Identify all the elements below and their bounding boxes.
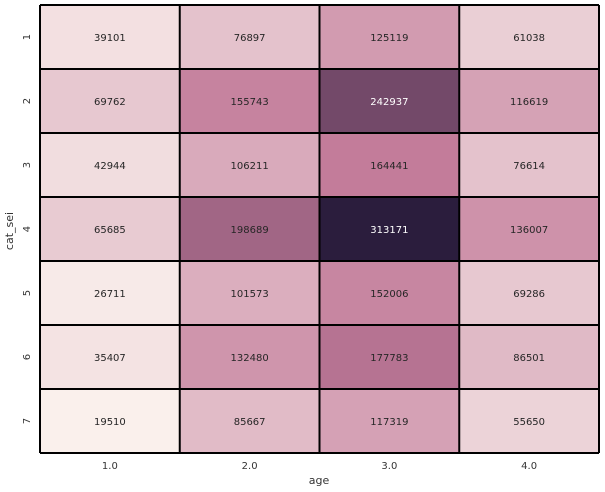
heatmap-cell	[179, 5, 320, 69]
cell-value-label: 117319	[370, 417, 408, 428]
y-tick-label: 1	[22, 34, 33, 40]
cell-value-label: 313171	[370, 225, 408, 236]
y-axis-ticks: 1 2 3 4 5 6 7	[22, 34, 33, 424]
y-tick-label: 2	[22, 98, 33, 104]
x-tick-label: 3.0	[381, 461, 397, 472]
cell-value-label: 125119	[370, 33, 408, 44]
cell-value-label: 177783	[370, 353, 408, 364]
y-tick-label: 5	[22, 290, 33, 296]
heatmap-cell	[459, 261, 599, 325]
heatmap-cell	[459, 197, 599, 261]
cell-value-label: 42944	[94, 161, 126, 172]
cell-value-label: 242937	[370, 97, 408, 108]
heatmap-cell	[40, 389, 180, 453]
cell-value-label: 39101	[94, 33, 126, 44]
heatmap-cell	[319, 69, 460, 133]
heatmap-cell	[319, 389, 460, 453]
x-tick-label: 2.0	[242, 461, 258, 472]
y-axis-label: cat_sei	[3, 212, 16, 250]
heatmap-cell	[40, 261, 180, 325]
cell-value-label: 19510	[94, 417, 126, 428]
heatmap-cell	[459, 325, 599, 389]
heatmap-cell	[179, 261, 320, 325]
cell-value-label: 136007	[510, 225, 548, 236]
cell-value-label: 76897	[234, 33, 266, 44]
cell-value-label: 69286	[513, 289, 545, 300]
heatmap-cell	[179, 197, 320, 261]
heatmap-cell	[40, 325, 180, 389]
heatmap-cell	[179, 325, 320, 389]
cell-value-label: 116619	[510, 97, 548, 108]
cell-value-label: 198689	[231, 225, 269, 236]
cell-value-label: 35407	[94, 353, 126, 364]
heatmap-cell	[179, 389, 320, 453]
heatmap-cell	[459, 389, 599, 453]
x-axis-label: age	[309, 474, 330, 487]
heatmap-cells: 39101 76897 125119 61038 69762 155743 242937 11…	[40, 5, 599, 453]
heatmap-cell	[40, 69, 180, 133]
cell-value-label: 65685	[94, 225, 126, 236]
heatmap-cell	[459, 69, 599, 133]
cell-borders	[39, 4, 600, 454]
cell-value-label: 85667	[234, 417, 266, 428]
x-axis-ticks: 1.0 2.0 3.0 4.0	[102, 461, 537, 472]
cell-value-label: 155743	[231, 97, 269, 108]
x-tick-label: 1.0	[102, 461, 118, 472]
cell-value-label: 132480	[231, 353, 269, 364]
cell-value-label: 69762	[94, 97, 126, 108]
heatmap-cell	[319, 197, 460, 261]
heatmap-cell	[40, 133, 180, 197]
cell-value-label: 101573	[231, 289, 269, 300]
y-tick-label: 4	[22, 226, 33, 232]
cell-value-label: 61038	[513, 33, 545, 44]
heatmap-cell	[459, 5, 599, 69]
heatmap-cell	[179, 69, 320, 133]
heatmap-cell	[319, 325, 460, 389]
cell-value-label: 106211	[231, 161, 269, 172]
heatmap-cell	[179, 133, 320, 197]
cell-value-label: 152006	[370, 289, 408, 300]
cell-value-label: 26711	[94, 289, 126, 300]
heatmap-cell	[459, 133, 599, 197]
y-tick-label: 7	[22, 418, 33, 424]
y-tick-label: 6	[22, 354, 33, 360]
heatmap-cell	[40, 197, 180, 261]
heatmap-cell	[319, 5, 460, 69]
y-tick-label: 3	[22, 162, 33, 168]
cell-value-label: 55650	[513, 417, 545, 428]
heatmap-cell	[319, 261, 460, 325]
cell-value-label: 86501	[513, 353, 545, 364]
cell-value-label: 164441	[370, 161, 408, 172]
x-tick-label: 4.0	[521, 461, 537, 472]
heatmap-cell	[319, 133, 460, 197]
heatmap-cell	[40, 5, 180, 69]
cell-value-label: 76614	[513, 161, 545, 172]
